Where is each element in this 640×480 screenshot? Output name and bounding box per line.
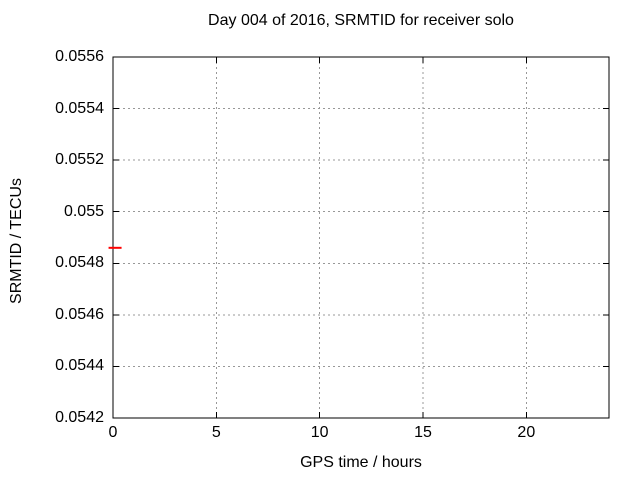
y-tick-label: 0.0542 xyxy=(55,409,104,426)
y-tick-label: 0.0544 xyxy=(55,357,104,375)
x-tick-label: 0 xyxy=(108,424,118,441)
y-tick-label: 0.0548 xyxy=(55,254,104,272)
x-tick-label: 10 xyxy=(310,424,329,441)
y-tick-label: 0.0554 xyxy=(55,99,104,117)
y-tick-label: 0.055 xyxy=(63,202,104,220)
x-axis-label: GPS time / hours xyxy=(300,454,422,471)
chart-title: Day 004 of 2016, SRMTID for receiver sol… xyxy=(208,12,514,29)
y-tick-label: 0.0546 xyxy=(55,305,104,323)
y-tick-label: 0.0552 xyxy=(55,151,104,169)
x-tick-label: 5 xyxy=(211,424,221,441)
x-tick-label: 15 xyxy=(414,424,432,441)
x-tick-label: 20 xyxy=(517,424,536,441)
plot-border xyxy=(112,56,610,419)
y-tick-label: 0.0556 xyxy=(55,48,104,65)
